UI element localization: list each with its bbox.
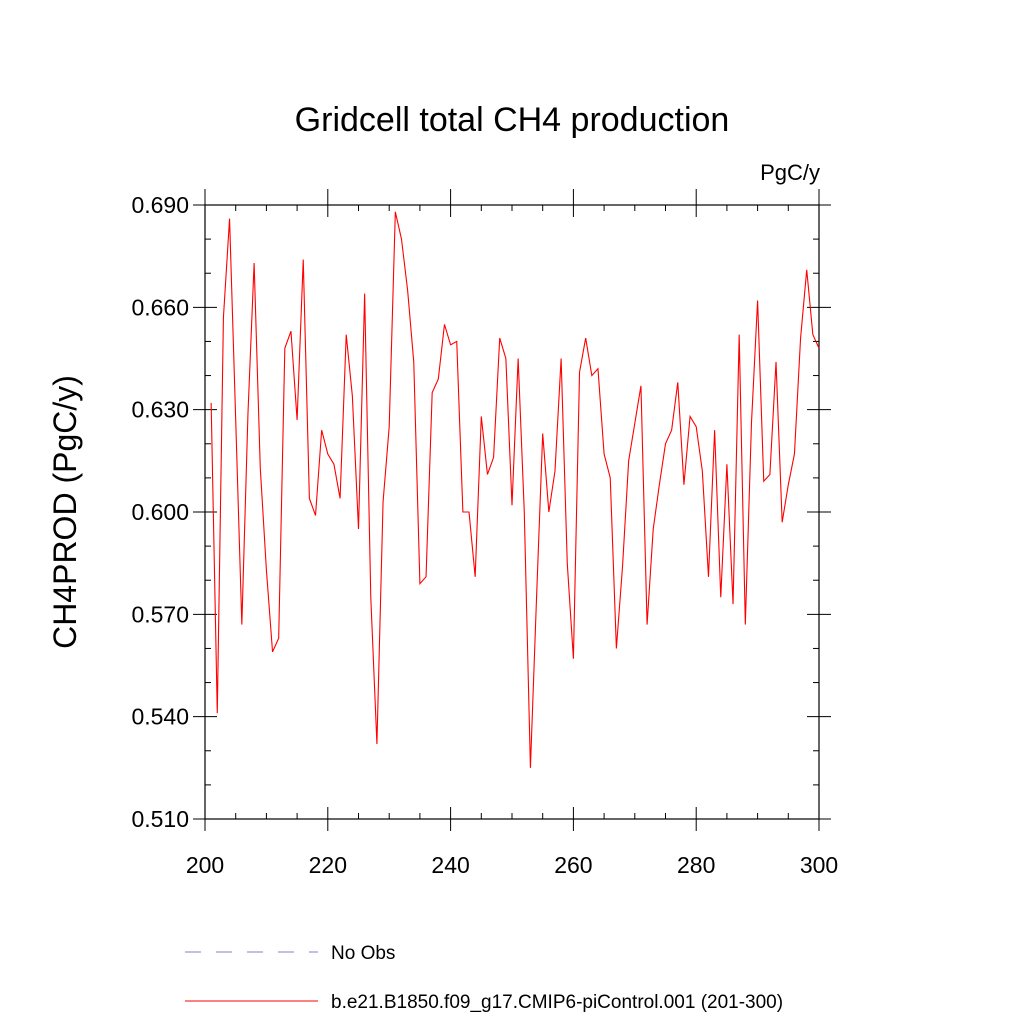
y-axis-label: CH4PROD (PgC/y) (47, 375, 83, 649)
y-tick-label: 0.540 (131, 704, 189, 730)
chart-title: Gridcell total CH4 production (295, 101, 730, 139)
x-axis-ticks: 200 220 240 260 280 300 (186, 189, 838, 878)
series-line (210, 211, 820, 768)
y-tick-label: 0.690 (131, 192, 189, 218)
x-tick-label: 300 (800, 852, 838, 878)
y-tick-label: 0.660 (131, 294, 189, 320)
y-tick-label: 0.600 (131, 499, 189, 525)
legend-label-picontrol: b.e21.B1850.f09_g17.CMIP6-piControl.001 … (331, 992, 783, 1013)
y-axis-ticks: 0.510 0.540 0.570 0.600 0.630 0.660 0.690 (131, 192, 831, 832)
legend: No Obs b.e21.B1850.f09_g17.CMIP6-piContr… (185, 943, 783, 1013)
plot-frame (204, 204, 820, 820)
y-tick-label: 0.570 (131, 601, 189, 627)
x-tick-label: 220 (309, 852, 347, 878)
x-tick-label: 280 (677, 852, 715, 878)
y-tick-label: 0.630 (131, 397, 189, 423)
x-tick-label: 260 (554, 852, 592, 878)
x-tick-label: 200 (186, 852, 224, 878)
y-tick-label: 0.510 (131, 806, 189, 832)
legend-label-no-obs: No Obs (331, 943, 395, 964)
x-tick-label: 240 (431, 852, 469, 878)
units-label: PgC/y (760, 160, 820, 185)
